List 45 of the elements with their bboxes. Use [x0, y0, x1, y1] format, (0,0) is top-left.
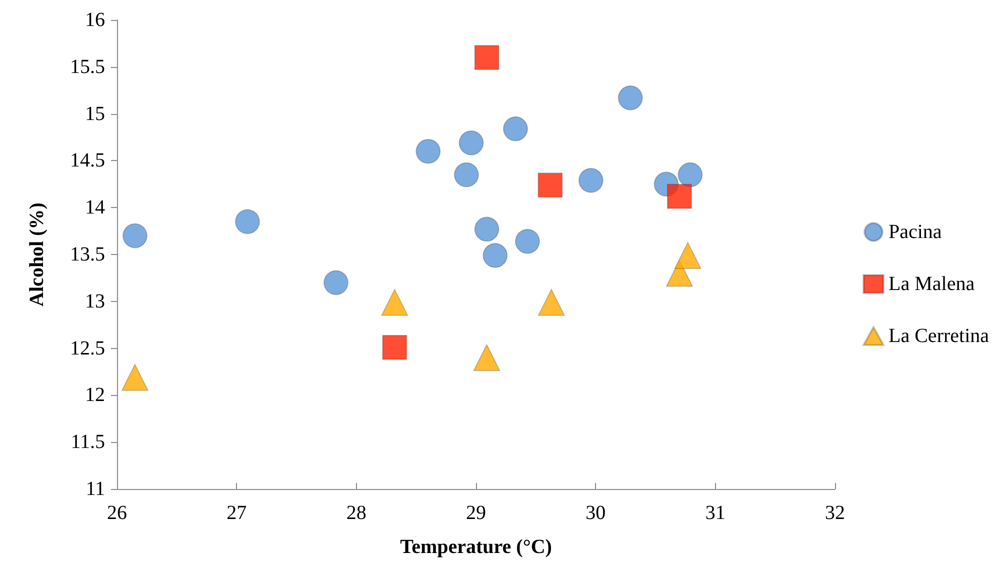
y-tick-label: 14.5 [70, 150, 105, 172]
point [324, 270, 348, 296]
x-tick-label: 29 [466, 502, 486, 524]
point [381, 288, 408, 316]
y-tick-label: 12.5 [70, 337, 105, 360]
legend-label: Pacina [888, 221, 942, 243]
point [474, 45, 500, 70]
x-tick-label: 26 [107, 502, 127, 524]
point [618, 85, 643, 110]
x-tick-label: 32 [825, 502, 845, 524]
point [122, 223, 148, 248]
point [503, 116, 528, 142]
point [678, 162, 703, 188]
point [121, 364, 148, 391]
y-tick-label: 16 [85, 9, 105, 31]
point [538, 288, 565, 316]
y-tick-label: 11.5 [70, 431, 105, 454]
point [474, 216, 500, 242]
x-axis-title: Temperature (°C) [400, 536, 552, 558]
legend-label: La Cerretina [888, 325, 990, 347]
point [482, 242, 508, 268]
y-tick-label: 13.5 [70, 244, 105, 266]
point [458, 130, 484, 156]
x-tick-label: 31 [705, 502, 726, 524]
point [674, 242, 702, 269]
point [514, 228, 540, 254]
x-tick-label: 30 [586, 502, 606, 524]
point [382, 334, 408, 360]
x-tick-label: 27 [226, 502, 247, 524]
point [578, 168, 604, 193]
x-tick-label: 28 [346, 502, 366, 524]
y-tick-label: 11 [86, 478, 105, 500]
y-tick-label: 15 [85, 102, 105, 125]
y-tick-label: 12 [85, 384, 105, 406]
legend-label: La Malena [888, 273, 975, 295]
point [538, 172, 563, 198]
point [666, 184, 692, 209]
point [416, 138, 441, 164]
point [473, 344, 500, 372]
y-tick-label: 15.5 [70, 56, 105, 78]
point [454, 162, 479, 188]
y-axis-title: Alcohol (%) [26, 202, 48, 306]
y-tick-label: 13 [85, 290, 105, 312]
point [234, 209, 260, 234]
y-tick-label: 14 [85, 196, 105, 219]
